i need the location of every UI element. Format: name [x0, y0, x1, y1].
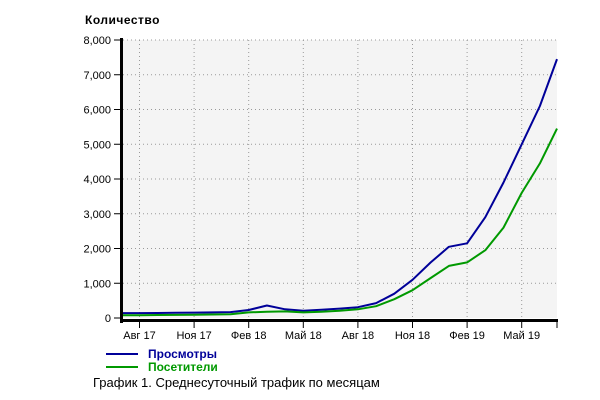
- legend-item-visitors: Посетители: [106, 360, 218, 373]
- svg-text:5,000: 5,000: [83, 139, 111, 151]
- visitors-line-swatch: [106, 365, 138, 368]
- x-axis-labels: Авг 17 Ноя 17 Фев 18 Май 18 Авг 18 Ноя 18 Фев …: [123, 322, 558, 342]
- series-line-visitors: [123, 128, 558, 317]
- y-axis-labels: 0 1,000 2,000 3,000 4,000 5,000 6,000 7,000 8,00…: [83, 35, 120, 325]
- svg-text:Ноя 18: Ноя 18: [395, 330, 430, 342]
- svg-text:7,000: 7,000: [83, 70, 111, 82]
- svg-text:1,000: 1,000: [83, 278, 111, 290]
- svg-text:Май 18: Май 18: [285, 330, 322, 342]
- chart-title: Количество: [85, 13, 160, 27]
- svg-text:2,000: 2,000: [83, 244, 111, 256]
- series-line-views: [123, 58, 558, 315]
- svg-text:6,000: 6,000: [83, 105, 111, 117]
- svg-text:Авг 18: Авг 18: [342, 330, 374, 342]
- svg-text:Фев 19: Фев 19: [449, 330, 485, 342]
- y-axis: [120, 38, 123, 323]
- gridlines: [123, 39, 557, 318]
- svg-text:8,000: 8,000: [83, 35, 111, 47]
- x-axis: [120, 319, 558, 322]
- svg-text:4,000: 4,000: [83, 174, 111, 186]
- chart-legend: Просмотры Посетители: [106, 347, 218, 373]
- svg-text:3,000: 3,000: [83, 209, 111, 221]
- line-chart-canvas: 0 1,000 2,000 3,000 4,000 5,000 6,000 7,000 8,00…: [83, 35, 558, 342]
- legend-label-visitors: Посетители: [148, 359, 218, 374]
- legend-item-views: Просмотры: [106, 347, 218, 360]
- chart-caption: График 1. Среднесуточный трафик по месяц…: [93, 375, 380, 390]
- svg-text:0: 0: [105, 313, 111, 325]
- svg-text:Фев 18: Фев 18: [231, 330, 267, 342]
- views-line-swatch: [106, 352, 138, 355]
- svg-text:Ноя 17: Ноя 17: [176, 330, 211, 342]
- svg-text:Май 19: Май 19: [503, 330, 540, 342]
- svg-text:Авг 17: Авг 17: [123, 330, 155, 342]
- legend-label-views: Просмотры: [148, 346, 218, 361]
